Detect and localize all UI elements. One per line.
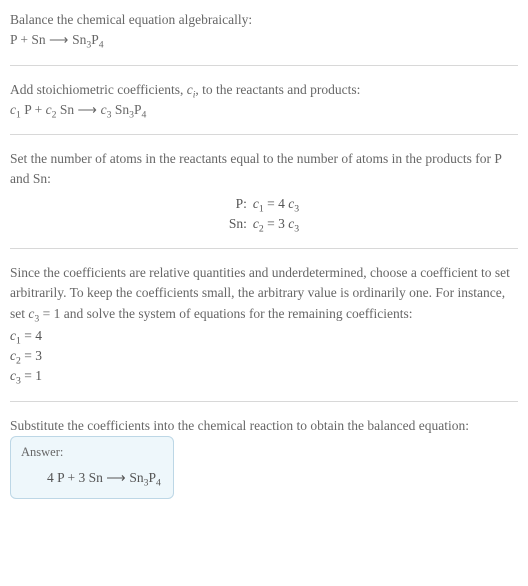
section-solve: Since the coefficients are relative quan… [10,248,518,401]
ans-sub-b: 4 [156,477,161,488]
arrow-icon: ⟶ [49,32,72,47]
atom-eq-text: Set the number of atoms in the reactants… [10,149,518,190]
assign-c1: c1 = 4 [10,326,518,346]
balanced-equation: 4 P + 3 Sn ⟶ Sn3P4 [21,462,161,488]
section-answer: Substitute the coefficients into the che… [10,401,518,513]
val: = 1 [21,368,42,383]
eq-right-sub-b: 4 [99,40,104,51]
intro-text: Balance the chemical equation algebraica… [10,10,518,30]
val: = 4 [21,328,42,343]
add-coeff-text: Add stoichiometric coefficients, ci, to … [10,80,518,100]
row-sn-equation: c2 = 3 c3 [253,214,518,234]
row-sn-label: Sn: [10,214,247,234]
p-plus: P + [21,102,46,117]
text-part-a: Add stoichiometric coefficients, [10,82,187,97]
ans-p: P [149,470,157,485]
solve-text: Since the coefficients are relative quan… [10,263,518,324]
sn-text: Sn [56,102,74,117]
val: = 3 [21,348,42,363]
unbalanced-equation: P + Sn ⟶ Sn3P4 [10,30,518,50]
text-part-b: , to the reactants and products: [195,82,360,97]
section-add-coefficients: Add stoichiometric coefficients, ci, to … [10,65,518,135]
prod-sn: Sn [111,102,129,117]
arrow-icon: ⟶ [106,470,129,485]
eq-right-sn: Sn [72,32,86,47]
row-p-equation: c1 = 4 c3 [253,194,518,214]
substitute-text: Substitute the coefficients into the che… [10,416,518,436]
assign-c2: c2 = 3 [10,346,518,366]
arrow-icon: ⟶ [77,102,100,117]
row-p-label: P: [10,194,247,214]
assign-c3: c3 = 1 [10,366,518,386]
section-atom-equations: Set the number of atoms in the reactants… [10,134,518,248]
text-part-b: = 1 and solve the system of equations fo… [39,306,412,321]
c3-sub: 3 [294,223,299,234]
coeff-equation: c1 P + c2 Sn ⟶ c3 Sn3P4 [10,100,518,120]
ans-left: 4 P + 3 Sn [47,470,103,485]
answer-title: Answer: [21,443,161,462]
eq-mid: = 3 [264,216,289,231]
eq-left: P + Sn [10,32,46,47]
section-balance-intro: Balance the chemical equation algebraica… [10,6,518,65]
prod-sub-b: 4 [141,109,146,120]
eq-right-p: P [91,32,99,47]
ans-sn: Sn [129,470,143,485]
atom-equations-grid: P: c1 = 4 c3 Sn: c2 = 3 c3 [10,194,518,235]
answer-box: Answer: 4 P + 3 Sn ⟶ Sn3P4 [10,436,174,499]
c3-sub: 3 [294,203,299,214]
assignments: c1 = 4 c2 = 3 c3 = 1 [10,326,518,387]
eq-mid: = 4 [264,196,289,211]
